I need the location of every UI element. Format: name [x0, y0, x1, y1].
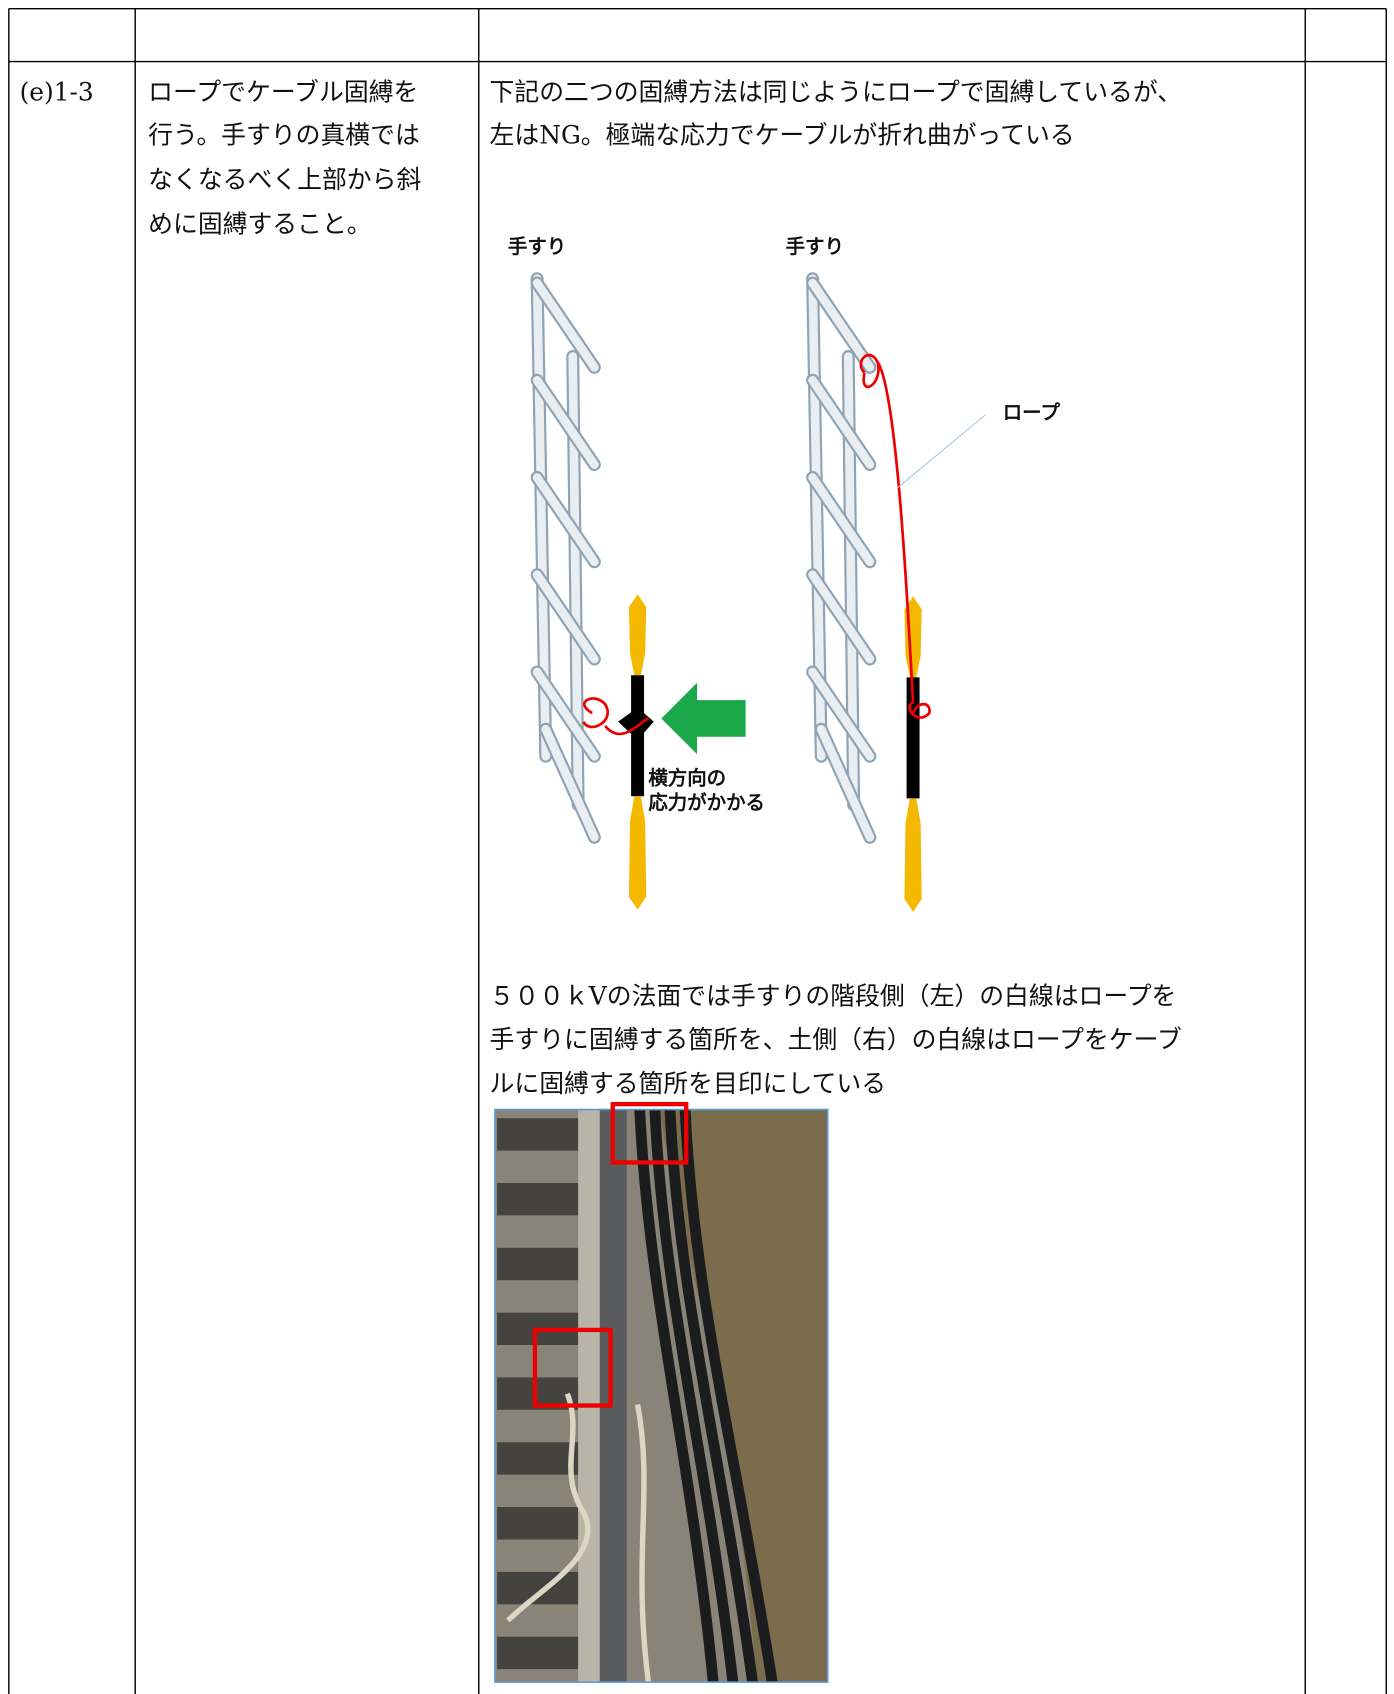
row-id: (e)1-3: [20, 77, 94, 106]
rope: [859, 353, 931, 719]
stair: [497, 1442, 579, 1475]
rail: [808, 570, 875, 664]
rail: [532, 375, 599, 469]
photo-cable: [649, 1109, 739, 1683]
cable-bend: [618, 707, 654, 741]
action-line: ロープでケーブル固縛を: [148, 77, 418, 106]
diagram-label: 応力がかかる: [648, 791, 765, 814]
rail: [808, 473, 875, 567]
note-line: ５００ｋVの法面では手すりの階段側（左）の白線はロープを: [490, 982, 1177, 1011]
rail: [816, 724, 875, 842]
handrail: [599, 1109, 627, 1683]
action-line: なくなるべく上部から斜: [148, 165, 421, 194]
rail: [532, 667, 599, 761]
rail: [532, 570, 599, 664]
photo: [494, 1101, 829, 1683]
cable-end: [628, 594, 647, 676]
rope: [582, 697, 650, 736]
photo-cable: [679, 1109, 778, 1683]
action-line: めに固縛すること。: [148, 209, 371, 238]
rail: [532, 473, 599, 567]
rail: [808, 667, 875, 761]
stair: [497, 1571, 579, 1605]
note-line: ルに固縛する箇所を目印にしている: [490, 1069, 887, 1098]
rail: [808, 278, 875, 372]
diagram: [530, 272, 986, 912]
highlight-box: [610, 1101, 689, 1165]
photo-cable: [634, 1109, 719, 1683]
stair: [497, 1118, 579, 1151]
diagram-label: ロープ: [1003, 401, 1061, 424]
rail: [808, 375, 875, 469]
description-line: 左はNG。極端な応力でケーブルが折れ曲がっている: [490, 121, 1075, 150]
photo-cable: [664, 1109, 758, 1683]
leader-line: [896, 414, 986, 489]
rail: [541, 724, 599, 842]
note-line: 手すりに固縛する箇所を、土側（右）の白線はロープをケーブ: [490, 1025, 1182, 1054]
rail: [532, 278, 599, 372]
photo-border: [494, 1108, 829, 1683]
stair: [497, 1182, 579, 1216]
action-line: 行う。手すりの真横では: [148, 121, 420, 150]
diagram-label: 横方向の: [648, 766, 726, 789]
stair: [497, 1247, 579, 1281]
cable-end: [628, 796, 647, 910]
cable-end: [904, 798, 922, 912]
stair: [497, 1636, 579, 1670]
stair: [497, 1507, 579, 1540]
diagram-label: 手すり: [786, 235, 844, 258]
diagram-label: 手すり: [508, 235, 566, 258]
photo-rope: [506, 1392, 652, 1683]
description-line: 下記の二つの固縛方法は同じようにロープで固縛しているが、: [490, 77, 1182, 106]
arrow: [661, 682, 746, 755]
highlight-box: [532, 1327, 613, 1408]
table-borders: [8, 7, 1387, 1694]
